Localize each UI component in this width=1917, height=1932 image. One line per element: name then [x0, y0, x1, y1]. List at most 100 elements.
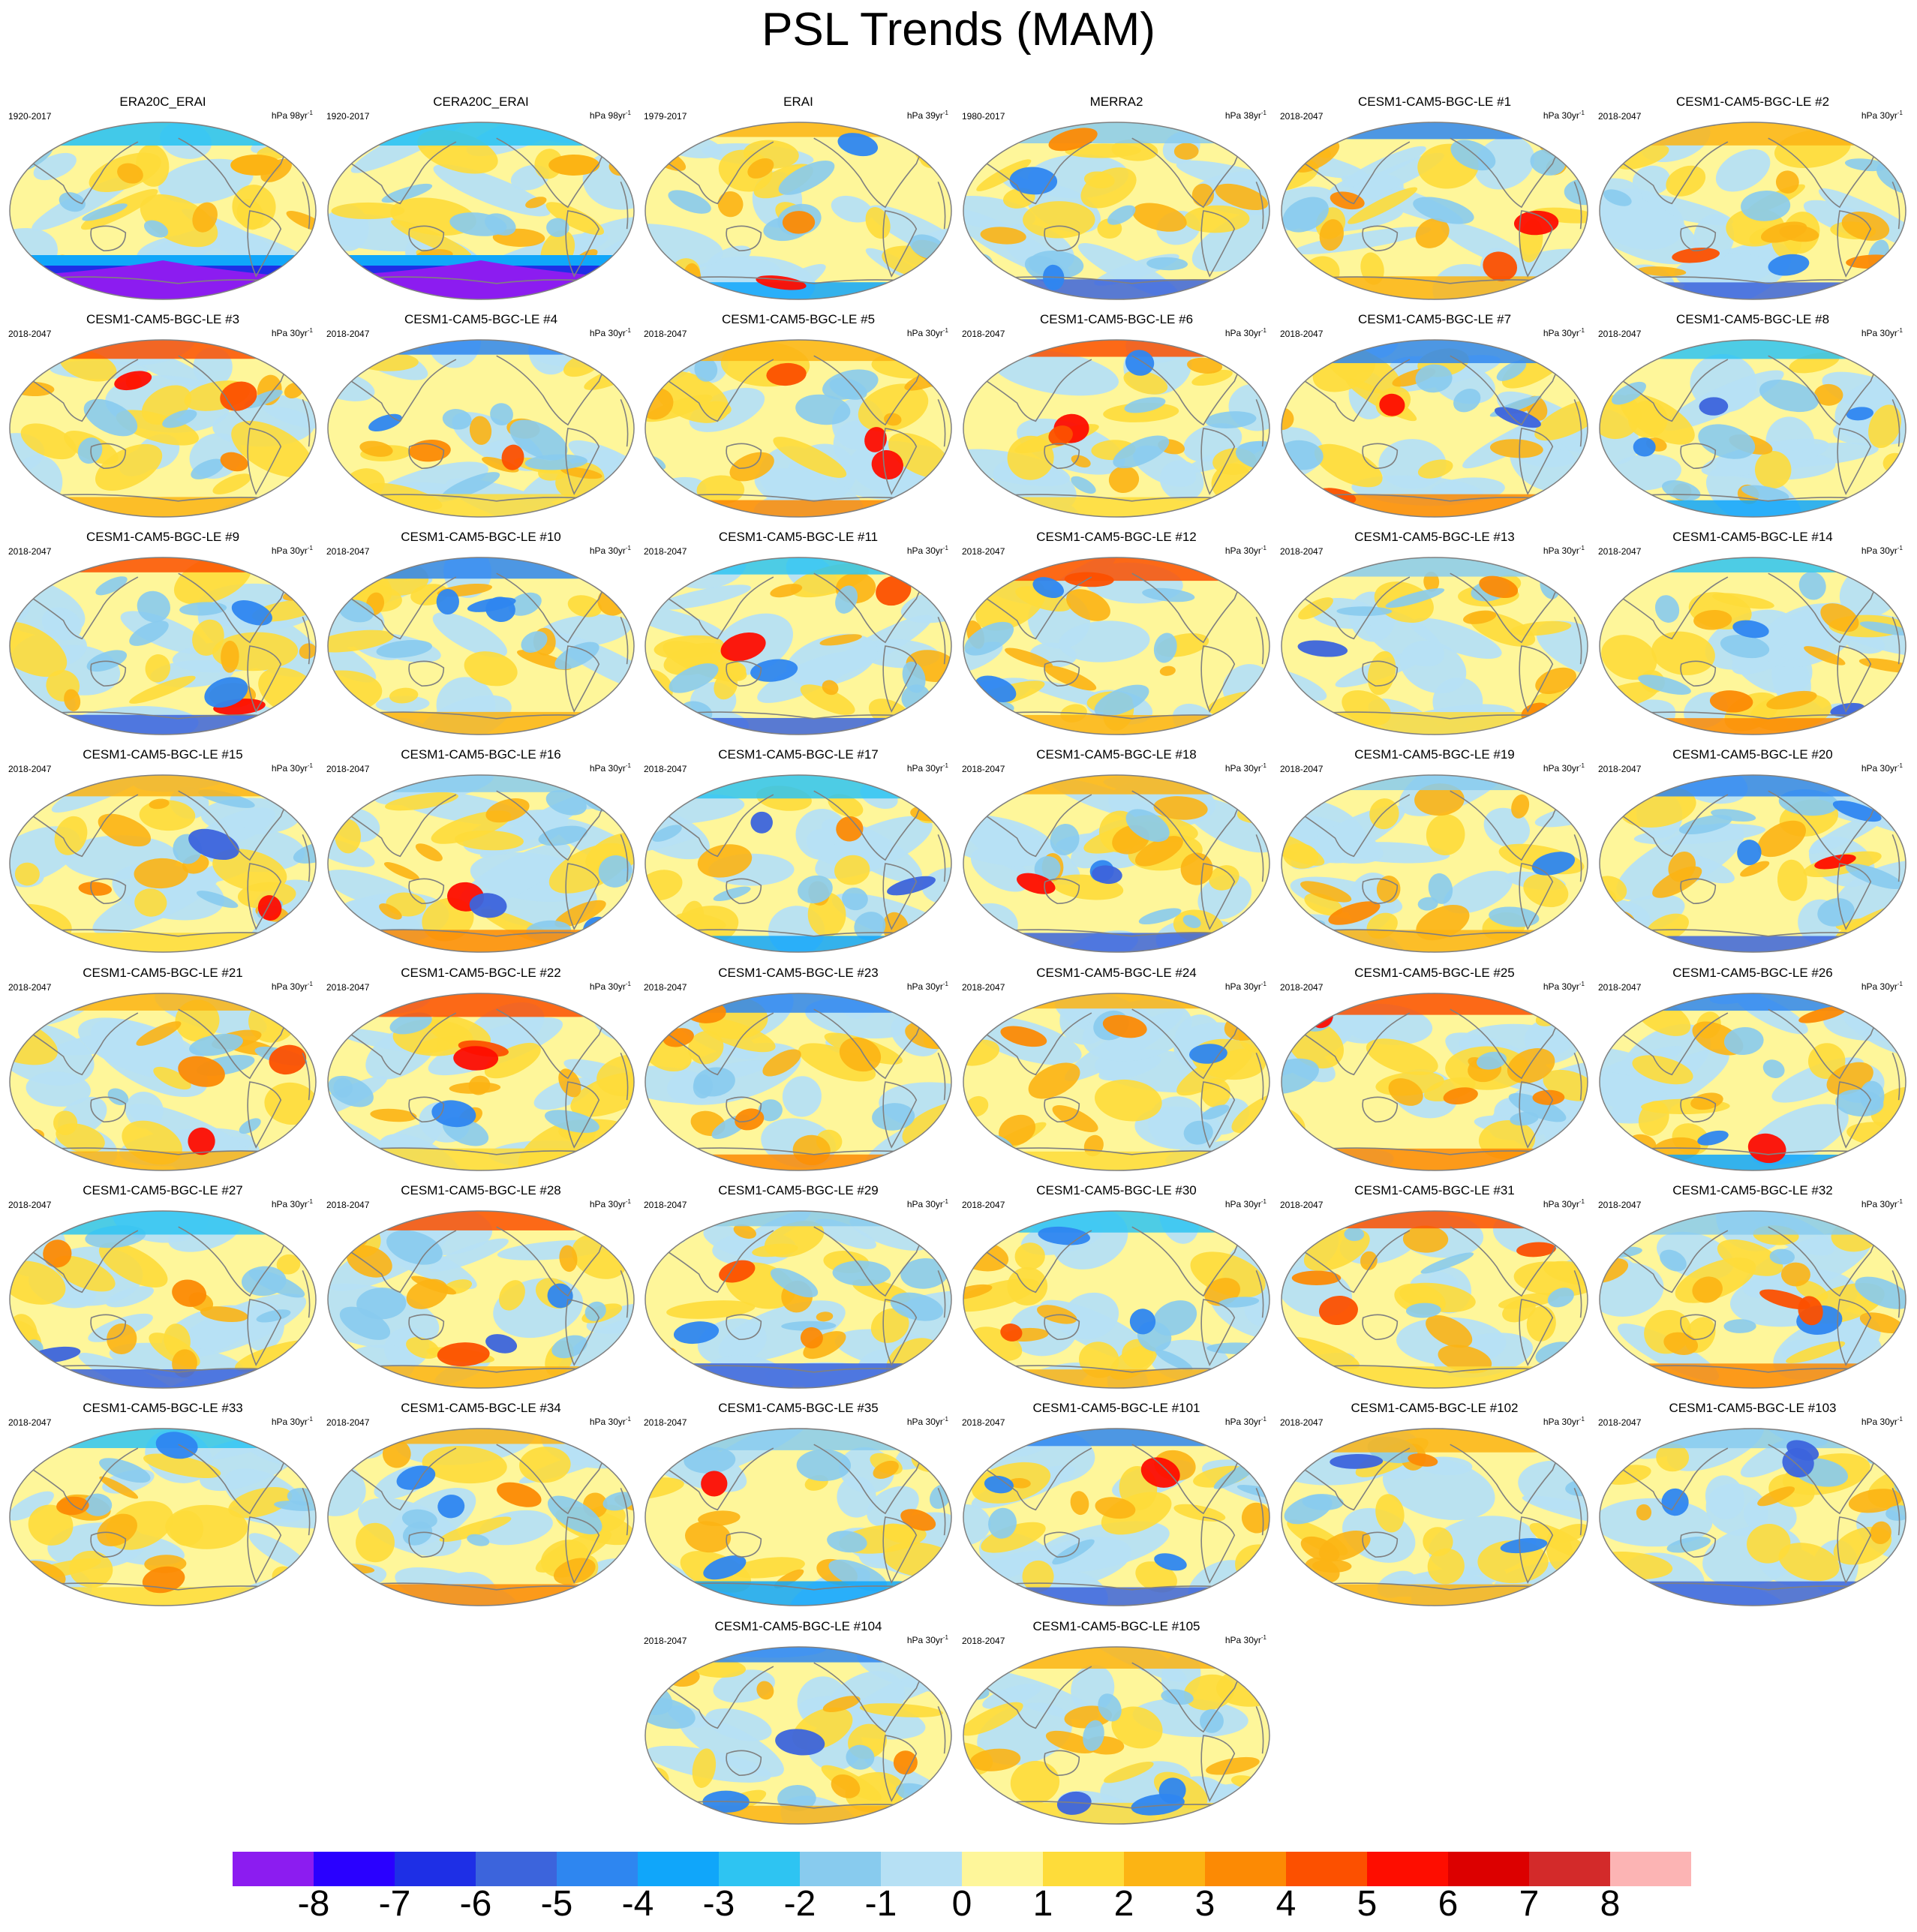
colorbar-swatch [1448, 1852, 1529, 1886]
colorbar-tick-label: 1 [1032, 1884, 1053, 1924]
colorbar-tick-label: -3 [702, 1884, 735, 1924]
map-panel: CESM1-CAM5-BGC-LE #31 2018-2047 hPa 30yr-1 [1275, 1183, 1594, 1393]
world-map [9, 1210, 317, 1389]
colorbar-swatch [881, 1852, 962, 1886]
map-panel: CESM1-CAM5-BGC-LE #105 2018-2047 hPa 30yr-… [957, 1619, 1275, 1829]
colorbar-tick-label: -1 [864, 1884, 897, 1924]
colorbar-swatch [1286, 1852, 1367, 1886]
panel-title: CESM1-CAM5-BGC-LE #26 [1672, 966, 1833, 980]
panel-period: 2018-2047 [326, 764, 370, 774]
panel-units: hPa 30yr-1 [1224, 762, 1266, 774]
colorbar-tick-label: 0 [951, 1884, 972, 1924]
panel-period: 2018-2047 [644, 1200, 687, 1210]
panel-period: 2018-2047 [1280, 111, 1324, 122]
panel-title: ERA20C_ERAI [119, 95, 206, 109]
world-map [645, 1428, 952, 1606]
world-map [1599, 122, 1906, 300]
panel-units: hPa 30yr-1 [906, 1416, 948, 1427]
world-map [1599, 1210, 1906, 1389]
world-map [1599, 774, 1906, 953]
panel-period: 2018-2047 [962, 1200, 1005, 1210]
panel-title: CESM1-CAM5-BGC-LE #34 [401, 1401, 561, 1415]
panel-period: 2018-2047 [8, 764, 52, 774]
panel-title: CESM1-CAM5-BGC-LE #19 [1354, 747, 1515, 762]
panel-units: hPa 30yr-1 [271, 981, 313, 992]
panel-units: hPa 30yr-1 [1861, 327, 1903, 338]
panel-title: CERA20C_ERAI [433, 95, 529, 109]
map-panel: CESM1-CAM5-BGC-LE #24 2018-2047 hPa 30yr-1 [957, 966, 1275, 1176]
panel-title: CESM1-CAM5-BGC-LE #17 [718, 747, 879, 762]
map-panel: CESM1-CAM5-BGC-LE #13 2018-2047 hPa 30yr-1 [1275, 530, 1594, 740]
panel-title: CESM1-CAM5-BGC-LE #18 [1036, 747, 1197, 762]
panel-units: hPa 30yr-1 [589, 1416, 631, 1427]
panel-title: CESM1-CAM5-BGC-LE #103 [1669, 1401, 1837, 1415]
colorbar-tick-label: 2 [1113, 1884, 1134, 1924]
world-map [645, 557, 952, 735]
map-panel: CESM1-CAM5-BGC-LE #21 2018-2047 hPa 30yr-1 [4, 966, 322, 1176]
panel-period: 2018-2047 [644, 764, 687, 774]
world-map [9, 993, 317, 1171]
map-panel: CESM1-CAM5-BGC-LE #9 2018-2047 hPa 30yr-1 [4, 530, 322, 740]
panel-units: hPa 30yr-1 [1543, 545, 1585, 556]
map-panel: CESM1-CAM5-BGC-LE #10 2018-2047 hPa 30yr-1 [322, 530, 640, 740]
panel-units: hPa 30yr-1 [271, 762, 313, 774]
map-panel: CESM1-CAM5-BGC-LE #102 2018-2047 hPa 30yr-… [1275, 1401, 1594, 1611]
world-map [963, 993, 1270, 1171]
panel-units: hPa 30yr-1 [1861, 110, 1903, 121]
panel-title: CESM1-CAM5-BGC-LE #104 [714, 1619, 882, 1633]
map-panel: CESM1-CAM5-BGC-LE #25 2018-2047 hPa 30yr-1 [1275, 966, 1594, 1176]
world-map [9, 1428, 317, 1606]
panel-title: CESM1-CAM5-BGC-LE #28 [401, 1183, 561, 1197]
world-map [9, 774, 317, 953]
map-panel: CESM1-CAM5-BGC-LE #34 2018-2047 hPa 30yr-1 [322, 1401, 640, 1611]
colorbar-swatch [1610, 1852, 1691, 1886]
panel-period: 2018-2047 [644, 329, 687, 339]
map-panel: CESM1-CAM5-BGC-LE #28 2018-2047 hPa 30yr-1 [322, 1183, 640, 1393]
colorbar-swatch [395, 1852, 476, 1886]
panel-title: CESM1-CAM5-BGC-LE #1 [1357, 95, 1512, 109]
panel-period: 2018-2047 [8, 982, 52, 993]
panel-units: hPa 30yr-1 [1224, 1634, 1266, 1645]
colorbar-swatch [476, 1852, 557, 1886]
world-map [1281, 122, 1588, 300]
panel-title: CESM1-CAM5-BGC-LE #8 [1675, 312, 1830, 326]
panel-units: hPa 30yr-1 [589, 762, 631, 774]
map-panel: CESM1-CAM5-BGC-LE #18 2018-2047 hPa 30yr-1 [957, 747, 1275, 957]
panel-title: CESM1-CAM5-BGC-LE #15 [83, 747, 243, 762]
colorbar [233, 1852, 1691, 1886]
panel-units: hPa 30yr-1 [1543, 981, 1585, 992]
panel-title: CESM1-CAM5-BGC-LE #24 [1036, 966, 1197, 980]
world-map [1281, 339, 1588, 518]
panel-period: 1979-2017 [644, 111, 687, 122]
panel-period: 2018-2047 [962, 982, 1005, 993]
panel-units: hPa 30yr-1 [271, 327, 313, 338]
panel-units: hPa 30yr-1 [589, 327, 631, 338]
panel-period: 2018-2047 [326, 982, 370, 993]
map-panel: CESM1-CAM5-BGC-LE #19 2018-2047 hPa 30yr-1 [1275, 747, 1594, 957]
colorbar-swatch [233, 1852, 314, 1886]
panel-units: hPa 30yr-1 [1224, 1198, 1266, 1209]
world-map [327, 557, 635, 735]
panel-units: hPa 98yr-1 [589, 110, 631, 121]
world-map [1281, 1428, 1588, 1606]
panel-period: 2018-2047 [1598, 329, 1642, 339]
map-panel: CESM1-CAM5-BGC-LE #23 2018-2047 hPa 30yr-1 [639, 966, 957, 1176]
panel-period: 2018-2047 [1280, 1417, 1324, 1428]
map-panel: CESM1-CAM5-BGC-LE #27 2018-2047 hPa 30yr-1 [4, 1183, 322, 1393]
panel-period: 2018-2047 [1280, 546, 1324, 557]
world-map [1281, 993, 1588, 1171]
panel-period: 2018-2047 [962, 1417, 1005, 1428]
panel-units: hPa 30yr-1 [589, 981, 631, 992]
panel-title: CESM1-CAM5-BGC-LE #13 [1354, 530, 1515, 544]
map-panel: CESM1-CAM5-BGC-LE #7 2018-2047 hPa 30yr-1 [1275, 312, 1594, 522]
panel-units: hPa 39yr-1 [906, 110, 948, 121]
world-map [963, 774, 1270, 953]
map-panel: CESM1-CAM5-BGC-LE #14 2018-2047 hPa 30yr-1 [1594, 530, 1912, 740]
panel-period: 2018-2047 [1280, 982, 1324, 993]
world-map [1281, 557, 1588, 735]
world-map [1281, 1210, 1588, 1389]
map-panel: CESM1-CAM5-BGC-LE #15 2018-2047 hPa 30yr-1 [4, 747, 322, 957]
panel-units: hPa 30yr-1 [1861, 981, 1903, 992]
map-panel: CESM1-CAM5-BGC-LE #3 2018-2047 hPa 30yr-1 [4, 312, 322, 522]
panel-units: hPa 30yr-1 [906, 1198, 948, 1209]
